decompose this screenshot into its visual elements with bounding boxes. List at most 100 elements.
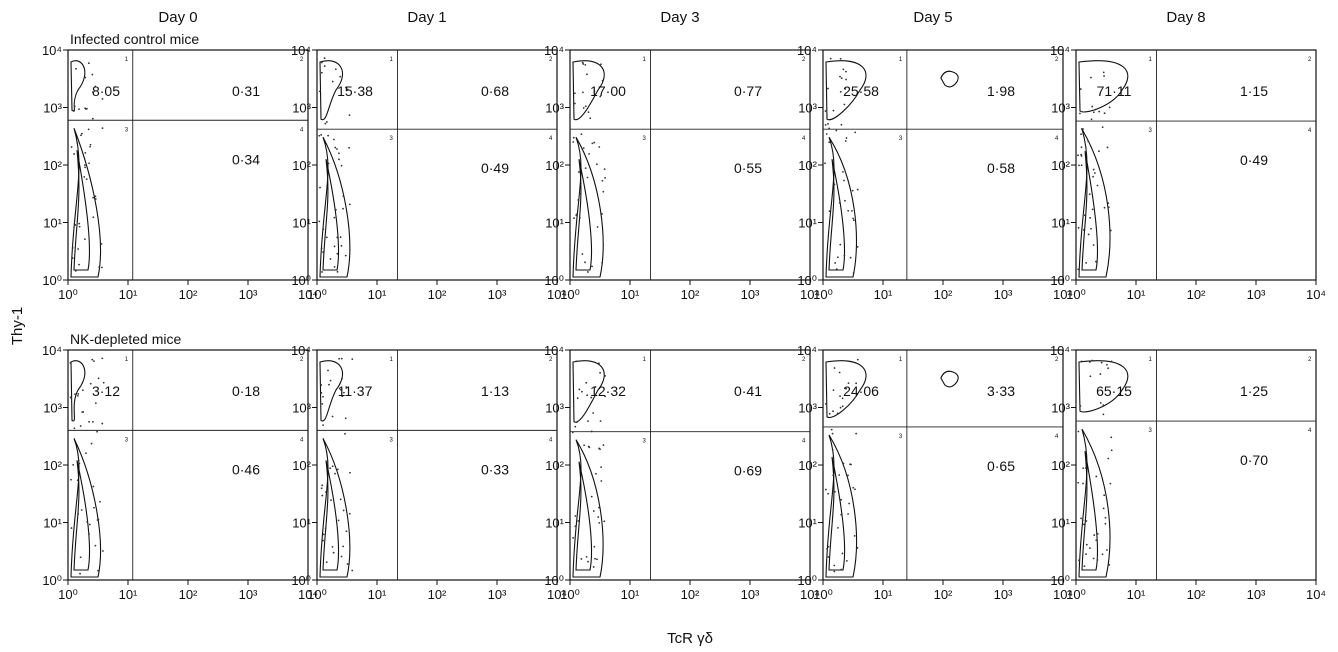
quadrant-number: 4: [1308, 428, 1312, 434]
event-dot: [320, 61, 323, 64]
q1-percentage: 12·32: [590, 383, 626, 399]
event-dot: [584, 261, 586, 264]
event-dot: [582, 107, 585, 109]
event-dot: [1103, 494, 1106, 497]
event-dot: [599, 371, 601, 374]
event-dot: [833, 490, 836, 493]
event-dot: [579, 216, 581, 219]
x-tick-label: 10¹: [874, 287, 893, 302]
x-tick-label: 10³: [239, 287, 258, 302]
event-dot: [1099, 373, 1102, 375]
contour-low: [1078, 428, 1111, 578]
event-dot: [1088, 193, 1091, 196]
event-dot: [850, 209, 853, 212]
event-dot: [580, 133, 583, 136]
event-dot: [594, 93, 596, 96]
x-tick-label: 10³: [1247, 587, 1266, 602]
y-tick-label: 10²: [1051, 158, 1070, 173]
contour-high: [572, 360, 605, 423]
event-dot: [71, 246, 74, 249]
event-dot: [828, 127, 831, 130]
y-axis-label: Thy-1: [9, 307, 26, 345]
y-tick-label: 10²: [545, 458, 564, 473]
event-dot: [342, 195, 345, 197]
event-dot: [833, 367, 836, 369]
x-tick-label: 10⁴: [298, 587, 318, 602]
event-dot: [847, 513, 850, 515]
q4-percentage: 0·69: [734, 463, 762, 479]
event-dot: [69, 396, 72, 399]
event-dot: [827, 123, 829, 125]
event-dot: [1088, 361, 1091, 363]
x-tick-label: 10³: [239, 587, 258, 602]
event-dot: [345, 530, 348, 533]
event-dot: [593, 90, 596, 93]
event-dot: [333, 216, 336, 219]
event-dot: [1107, 206, 1110, 209]
event-dot: [838, 371, 841, 374]
event-dot: [324, 527, 327, 530]
event-dot: [86, 520, 89, 523]
quadrant-number: 1: [125, 57, 129, 63]
event-dot: [1093, 172, 1096, 174]
event-dot: [581, 253, 584, 255]
y-tick-label: 10²: [292, 458, 311, 473]
event-dot: [836, 256, 839, 259]
y-tick-label: 10¹: [545, 216, 564, 231]
event-dot: [833, 183, 836, 186]
event-dot: [327, 162, 330, 165]
event-dot: [1080, 127, 1083, 130]
event-dot: [99, 500, 101, 503]
event-dot: [1092, 175, 1094, 178]
event-dot: [85, 452, 87, 455]
event-dot: [848, 502, 851, 505]
event-dot: [576, 397, 579, 400]
event-dot: [841, 405, 844, 408]
y-tick-label: 10²: [292, 158, 311, 173]
event-dot: [1089, 375, 1092, 378]
event-dot: [840, 513, 843, 516]
event-dot: [329, 379, 332, 382]
event-dot: [1106, 146, 1109, 149]
contour-high: [825, 60, 867, 121]
quadrant-number: 2: [300, 57, 304, 63]
event-dot: [839, 90, 842, 93]
event-dot: [1078, 164, 1080, 167]
event-dot: [326, 461, 329, 464]
event-dot: [1103, 75, 1105, 77]
x-tick-label: 10⁰: [560, 287, 580, 302]
event-dot: [824, 124, 827, 126]
quadrant-number: 3: [1149, 428, 1153, 434]
event-dot: [1109, 482, 1112, 485]
event-dot: [74, 393, 76, 396]
event-dot: [1108, 563, 1111, 566]
event-dot: [1082, 229, 1085, 231]
event-dot: [842, 462, 845, 465]
event-dot: [598, 362, 600, 365]
event-dot: [572, 141, 575, 143]
event-dot: [333, 138, 335, 141]
event-dot: [343, 391, 345, 394]
event-dot: [840, 123, 843, 126]
event-dot: [77, 393, 80, 395]
event-dot: [94, 544, 97, 547]
event-dot: [845, 559, 848, 562]
event-dot: [90, 442, 93, 445]
q4-percentage: 0·58: [987, 160, 1015, 176]
event-dot: [340, 555, 343, 558]
event-dot: [1099, 401, 1102, 404]
event-dot: [839, 395, 841, 398]
event-dot: [100, 242, 103, 245]
quadrant-number: 2: [802, 57, 806, 63]
y-tick-label: 10⁴: [291, 343, 311, 358]
x-tick-label: 10¹: [119, 287, 138, 302]
event-dot: [70, 478, 72, 481]
event-dot: [322, 228, 325, 231]
event-dot: [574, 525, 577, 528]
event-dot: [339, 75, 342, 78]
x-tick-label: 10⁰: [1066, 587, 1086, 602]
event-dot: [87, 62, 90, 65]
event-dot: [600, 480, 603, 482]
